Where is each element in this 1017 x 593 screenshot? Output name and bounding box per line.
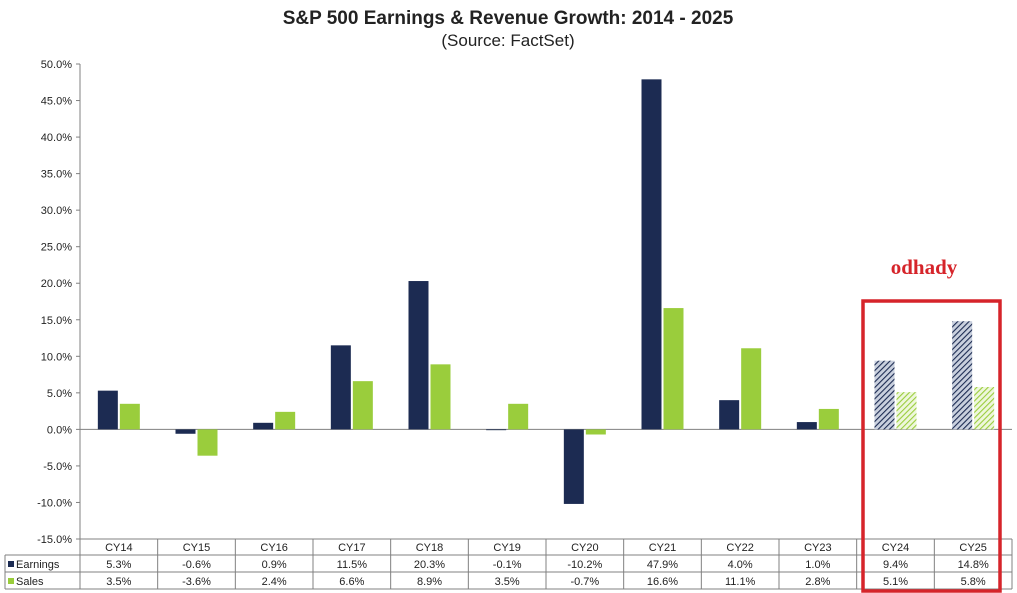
chart-title: S&P 500 Earnings & Revenue Growth: 2014 …: [283, 8, 734, 29]
category-label: CY24: [882, 542, 910, 554]
earnings-bar-cy18: [408, 281, 429, 430]
sales-bar-cy18: [430, 364, 451, 430]
earnings-bar-cy24: [874, 360, 895, 430]
category-label: CY22: [726, 542, 754, 554]
sales-bar-cy22: [741, 348, 762, 430]
data-label-sales: 2.4%: [262, 576, 287, 588]
y-tick-label: 25.0%: [41, 242, 72, 254]
y-tick-label: 20.0%: [41, 278, 72, 290]
data-label-earnings: 11.5%: [337, 559, 368, 571]
estimate-annotation: odhady: [891, 255, 958, 279]
data-label-earnings: 47.9%: [647, 559, 678, 571]
earnings-bar-cy15: [175, 429, 196, 434]
earnings-bar-cy22: [719, 400, 740, 430]
bars: [97, 79, 995, 504]
data-label-sales: 8.9%: [417, 576, 442, 588]
earnings-bar-cy19: [486, 429, 507, 431]
y-tick-label: 40.0%: [41, 132, 72, 144]
data-label-earnings: 4.0%: [728, 559, 753, 571]
sales-bar-cy23: [818, 408, 839, 430]
y-tick-label: 35.0%: [41, 169, 72, 181]
data-label-earnings: 0.9%: [262, 559, 287, 571]
y-tick-label: -10.0%: [37, 497, 72, 509]
data-label-earnings: -10.2%: [567, 559, 602, 571]
category-label: CY15: [183, 542, 211, 554]
data-label-sales: -0.7%: [570, 576, 599, 588]
estimate-highlight-box: [861, 299, 1002, 593]
legend-label-earnings: Earnings: [16, 559, 60, 571]
data-label-sales: 6.6%: [339, 576, 364, 588]
annotations: odhady: [861, 255, 1002, 593]
earnings-bar-cy21: [641, 79, 662, 430]
data-label-earnings: -0.1%: [493, 559, 522, 571]
legend-swatch-earnings: [8, 561, 14, 567]
y-tick-label: 0.0%: [47, 424, 72, 436]
earnings-bar-cy17: [330, 345, 351, 430]
data-table: CY14 CY15 CY16 CY17 CY18 CY19 CY20 CY21 CY22 CY23…: [4, 538, 1013, 590]
y-tick-label: 10.0%: [41, 351, 72, 363]
sales-bar-cy14: [119, 403, 140, 430]
sales-bar-cy24: [896, 392, 917, 430]
data-label-sales: 5.8%: [961, 576, 986, 588]
category-label: CY25: [959, 542, 987, 554]
earnings-bar-cy25: [952, 321, 973, 430]
legend-swatch-sales: [8, 578, 14, 584]
y-tick-label: 50.0%: [41, 59, 72, 71]
data-label-earnings: -0.6%: [182, 559, 211, 571]
data-label-sales: 11.1%: [725, 576, 756, 588]
y-tick-label: -5.0%: [43, 461, 72, 473]
category-label: CY18: [416, 542, 444, 554]
legend-label-sales: Sales: [16, 576, 44, 588]
data-label-sales: 16.6%: [647, 576, 678, 588]
sales-bar-cy17: [352, 381, 373, 430]
category-label: CY14: [105, 542, 133, 554]
chart-subtitle: (Source: FactSet): [441, 31, 574, 50]
category-label: CY20: [571, 542, 599, 554]
category-label: CY21: [649, 542, 677, 554]
y-tick-label: 45.0%: [41, 96, 72, 108]
y-tick-label: 5.0%: [47, 388, 72, 400]
y-tick-label: 15.0%: [41, 315, 72, 327]
sales-bar-cy21: [663, 308, 684, 430]
category-label: CY17: [338, 542, 366, 554]
data-label-sales: 3.5%: [106, 576, 131, 588]
data-label-sales: 2.8%: [805, 576, 830, 588]
data-label-sales: 3.5%: [495, 576, 520, 588]
data-label-earnings: 1.0%: [805, 559, 830, 571]
earnings-bar-cy23: [796, 422, 817, 430]
data-label-earnings: 14.8%: [958, 559, 989, 571]
sales-bar-cy16: [275, 411, 296, 430]
sales-bar-cy19: [508, 403, 529, 430]
category-label: CY16: [260, 542, 288, 554]
sales-bar-cy20: [585, 429, 606, 435]
category-label: CY19: [493, 542, 521, 554]
category-label: CY23: [804, 542, 832, 554]
data-label-earnings: 5.3%: [106, 559, 131, 571]
data-label-sales: -3.6%: [182, 576, 211, 588]
sales-bar-cy25: [974, 387, 995, 430]
data-label-sales: 5.1%: [883, 576, 908, 588]
axes: -15.0% -10.0% -5.0% 0.0% 5.0% 10.0% 15.0% 20.0%…: [37, 59, 1012, 546]
earnings-bar-cy20: [563, 429, 584, 504]
y-tick-label: 30.0%: [41, 205, 72, 217]
data-label-earnings: 20.3%: [414, 559, 445, 571]
earnings-bar-cy14: [97, 390, 118, 430]
y-tick-label: -15.0%: [37, 534, 72, 546]
sales-bar-cy15: [197, 429, 218, 456]
data-label-earnings: 9.4%: [883, 559, 908, 571]
earnings-bar-cy16: [253, 422, 274, 430]
